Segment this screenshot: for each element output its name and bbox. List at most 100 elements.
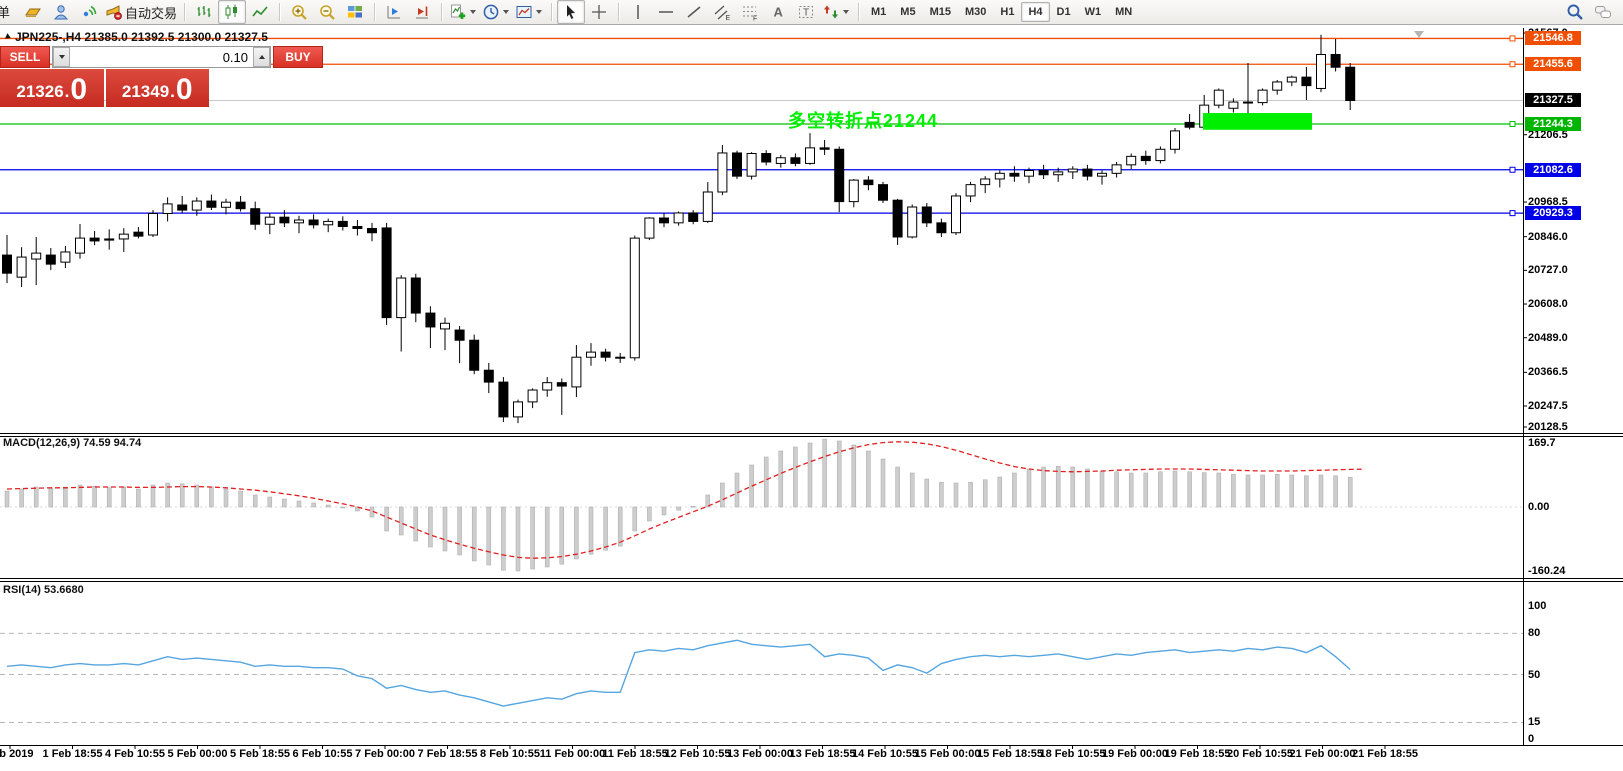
volume-decrease-button[interactable] [53, 47, 70, 67]
gold-chart-icon[interactable] [19, 0, 47, 24]
macd-bar [632, 506, 638, 532]
tile-windows-icon[interactable] [341, 0, 369, 24]
horizontal-line-icon[interactable] [652, 0, 680, 24]
fibonacci-icon[interactable]: F [736, 0, 764, 24]
line-chart-icon[interactable] [246, 0, 274, 24]
candle-body [396, 277, 407, 319]
triangle-up-icon [258, 55, 265, 59]
timeframe-button-M1[interactable]: M1 [871, 6, 887, 18]
buy-button[interactable]: BUY [273, 46, 323, 68]
sell-price-button[interactable]: 21326 . 0 [0, 69, 104, 107]
time-axis-label: 5 Feb 18:55 [230, 748, 290, 760]
candle-body [162, 203, 173, 214]
auto-scroll-icon[interactable] [408, 0, 436, 24]
timeframe-button-W1[interactable]: W1 [1084, 6, 1102, 18]
macd-bar [939, 481, 944, 508]
new-order-icon[interactable]: 单 [0, 0, 19, 24]
candle-body [381, 227, 392, 319]
macd-bar [1304, 475, 1309, 508]
macd-bar [1289, 474, 1295, 508]
price-axis-label: 20608.0 [1528, 298, 1568, 311]
chevron-down-icon[interactable] [503, 10, 510, 14]
macd-bar [866, 450, 871, 508]
candle-body [425, 312, 436, 328]
chart-header: JPN225-,H4 21385.0 21392.5 21300.0 21327… [4, 30, 268, 44]
price-axis-label: 20968.5 [1528, 196, 1568, 209]
timeframe-button-M30[interactable]: M30 [964, 6, 987, 18]
svg-text:E: E [726, 15, 731, 21]
chevron-down-icon[interactable] [843, 10, 850, 14]
macd-bar [1231, 473, 1236, 508]
text-icon[interactable]: A [764, 0, 792, 24]
buy-price-button[interactable]: 21349 . 0 [105, 69, 209, 107]
chevron-down-icon[interactable] [470, 10, 477, 14]
templates-icon[interactable] [513, 0, 546, 24]
price-badge: 21546.8 [1525, 31, 1581, 46]
volume-input[interactable] [70, 47, 253, 67]
auto-trading-icon[interactable]: 自动交易 [103, 0, 179, 24]
price-axis-label: 20727.0 [1528, 264, 1568, 277]
macd-bar [1114, 471, 1119, 508]
toolbar-separator [441, 3, 444, 21]
timeframe-button-M5[interactable]: M5 [900, 6, 916, 18]
candle-body [1301, 76, 1312, 87]
candle-body [673, 212, 684, 224]
timeframe-button-D1[interactable]: D1 [1056, 6, 1071, 18]
time-axis-label: Feb 2019 [0, 748, 34, 760]
indicators-icon[interactable] [447, 0, 480, 24]
zoom-in-icon[interactable] [285, 0, 313, 24]
sell-button[interactable]: SELL [0, 46, 50, 68]
search-icon[interactable] [1561, 0, 1589, 24]
time-axis-label: 14 Feb 10:55 [851, 748, 919, 760]
candlestick-series[interactable] [2, 34, 1356, 424]
timeframe-button-MN[interactable]: MN [1115, 6, 1133, 18]
timeframe-button-M15[interactable]: M15 [929, 6, 951, 18]
timeframe-button-H4[interactable]: H4 [1021, 2, 1050, 22]
triangle-down-icon [58, 55, 65, 59]
candle-body [863, 179, 874, 186]
timeframe-button-H1[interactable]: H1 [1000, 6, 1015, 18]
chart-shift-icon[interactable] [380, 0, 408, 24]
periods-icon[interactable] [480, 0, 513, 24]
macd-bar [486, 506, 492, 566]
candle-body [615, 356, 626, 359]
vertical-line-icon[interactable] [624, 0, 652, 24]
signals-icon[interactable] [75, 0, 103, 24]
green-zone-rectangle[interactable] [1203, 113, 1312, 130]
candle-body [469, 339, 480, 371]
candle-body [1184, 121, 1195, 128]
macd-bar [340, 506, 346, 509]
one-click-trading-panel: SELL BUY 21326 . 0 21349 . 0 [0, 46, 323, 107]
candle-body [1345, 66, 1356, 101]
candle-body [177, 204, 188, 211]
profile-icon[interactable] [47, 0, 75, 24]
macd-bar [1245, 474, 1251, 508]
candle-body [1126, 155, 1137, 166]
toolbar-separator [184, 3, 187, 21]
time-axis-label: 6 Feb 10:55 [292, 748, 353, 760]
candle-body [702, 191, 713, 222]
cursor-icon[interactable] [557, 0, 586, 24]
equidistant-channel-icon[interactable]: E [708, 0, 736, 24]
crosshair-icon[interactable] [585, 0, 613, 24]
chevron-down-icon[interactable] [536, 10, 543, 14]
zoom-out-icon[interactable] [313, 0, 341, 24]
rsi-indicator-label: RSI(14) 53.6680 [3, 584, 84, 596]
candle-body [571, 356, 582, 388]
candle-body [367, 227, 377, 234]
trendline-icon[interactable] [680, 0, 708, 24]
text-label-icon[interactable]: T [792, 0, 820, 24]
bar-chart-icon[interactable] [190, 0, 218, 24]
macd-bar [763, 456, 769, 508]
candlestick-chart-icon[interactable] [218, 0, 247, 24]
macd-bar [544, 506, 550, 568]
volume-increase-button[interactable] [253, 47, 270, 67]
candle-body [936, 222, 947, 234]
arrows-icon[interactable] [820, 0, 853, 24]
macd-bar [661, 506, 667, 516]
chat-icon[interactable] [1589, 0, 1617, 24]
svg-text:T: T [803, 8, 809, 19]
macd-bar [690, 505, 696, 508]
chart-shift-marker-icon[interactable] [1414, 31, 1424, 38]
